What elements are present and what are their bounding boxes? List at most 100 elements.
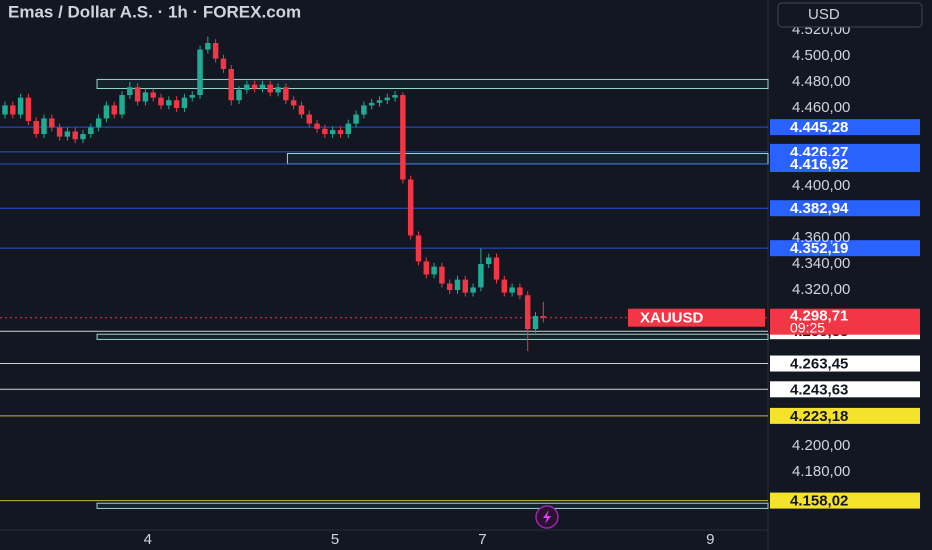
candle-body	[501, 279, 508, 293]
candle-body	[166, 100, 172, 106]
level-label: 4.263,45	[790, 356, 848, 373]
candle-body	[49, 118, 55, 128]
candle-body	[329, 130, 336, 135]
candle-body	[142, 92, 149, 102]
x-tick-label: 7	[478, 531, 486, 548]
countdown-label: 09:25	[790, 319, 825, 335]
candle-body	[345, 123, 351, 135]
candle-body	[181, 97, 188, 109]
candle-body	[353, 114, 359, 124]
candle-body	[228, 69, 234, 101]
candle-body	[127, 87, 133, 96]
candle-body	[532, 316, 539, 330]
currency-button[interactable]	[777, 2, 923, 28]
candle-body	[119, 95, 125, 115]
candle-body	[72, 131, 78, 140]
candle-body	[415, 235, 422, 262]
candle-body	[400, 95, 406, 180]
level-tag	[770, 156, 920, 173]
candle-body	[446, 283, 453, 291]
y-tick-label: 4.200,00	[792, 437, 850, 454]
candle-body	[485, 257, 492, 265]
candle-body	[17, 97, 24, 115]
candle-body	[290, 100, 297, 106]
candle-body	[361, 105, 367, 115]
level-tag	[770, 381, 920, 398]
levels: 4.445,284.426,274.416,924.382,944.352,19…	[0, 119, 920, 510]
candle-body	[80, 134, 86, 140]
zone	[96, 78, 769, 90]
x-tick-label: 9	[706, 531, 714, 548]
candle-body	[134, 87, 141, 102]
y-tick-label: 4.320,00	[792, 281, 850, 298]
candle-body	[524, 295, 531, 330]
candle-body	[368, 102, 375, 106]
candle-body	[470, 287, 476, 293]
currency-label[interactable]: USD	[808, 6, 840, 23]
candle-body	[88, 127, 94, 135]
level-tag	[770, 119, 920, 136]
candle-body	[454, 279, 461, 291]
y-tick-label: 4.480,00	[792, 73, 850, 90]
level-label: 4.352,19	[790, 240, 848, 257]
candle-body	[173, 100, 180, 109]
y-tick-label: 4.460,00	[792, 99, 850, 116]
x-tick-label: 4	[144, 531, 152, 548]
x-tick-label: 5	[331, 531, 339, 548]
candle-body	[267, 84, 273, 93]
candle-body	[493, 257, 500, 280]
zones	[96, 78, 769, 509]
candle-body	[392, 95, 398, 98]
candle-body	[10, 105, 16, 115]
level-label: 4.243,63	[790, 381, 848, 398]
level-tag	[770, 200, 920, 217]
candle-body	[423, 261, 430, 275]
candle-body	[314, 123, 320, 129]
candle-body	[251, 84, 258, 89]
level-label: 4.382,94	[790, 200, 849, 217]
candle-body	[376, 100, 383, 103]
zone	[286, 153, 769, 165]
event-icon-bolt	[543, 510, 551, 524]
level-label: 4.158,02	[790, 493, 848, 510]
symbol-label: XAUUSD	[640, 310, 704, 327]
candle-body	[322, 128, 328, 135]
level-label: 4.416,92	[790, 156, 848, 173]
y-tick-label: 4.400,00	[792, 177, 850, 194]
candle-body	[259, 84, 266, 89]
level-label: 4.223,18	[790, 408, 848, 425]
candle-body	[236, 89, 242, 101]
symbol-tag	[628, 308, 765, 327]
candle-body	[212, 43, 219, 59]
candle-body	[384, 97, 391, 101]
candle-body	[2, 105, 8, 115]
level-tag	[770, 407, 920, 424]
candle-body	[337, 130, 344, 135]
candle-body	[478, 264, 484, 288]
current-price-label: 4.298,71	[790, 308, 848, 325]
candle-body	[220, 58, 227, 70]
zone	[96, 502, 769, 509]
candle-body	[111, 105, 117, 115]
candle-body	[298, 105, 305, 115]
level-tag	[770, 492, 920, 509]
current-price-tag	[770, 308, 920, 335]
level-tag	[770, 240, 920, 257]
y-tick-label: 4.180,00	[792, 463, 850, 480]
y-tick-label: 4.360,00	[792, 229, 850, 246]
level-tag	[770, 143, 920, 160]
candle-body	[462, 279, 469, 293]
axis: 4.520,004.500,004.480,004.460,004.400,00…	[144, 21, 851, 548]
candles	[2, 36, 547, 352]
candle-body	[283, 87, 289, 101]
candle-body	[95, 118, 102, 128]
chart-title: Emas / Dollar A.S. · 1h · FOREX.com	[8, 2, 301, 21]
y-tick-label: 4.500,00	[792, 47, 850, 64]
candle-body	[41, 118, 47, 135]
candle-body	[540, 316, 547, 318]
candle-body	[189, 95, 195, 98]
candle-body	[197, 49, 203, 96]
candle-body	[431, 266, 437, 275]
